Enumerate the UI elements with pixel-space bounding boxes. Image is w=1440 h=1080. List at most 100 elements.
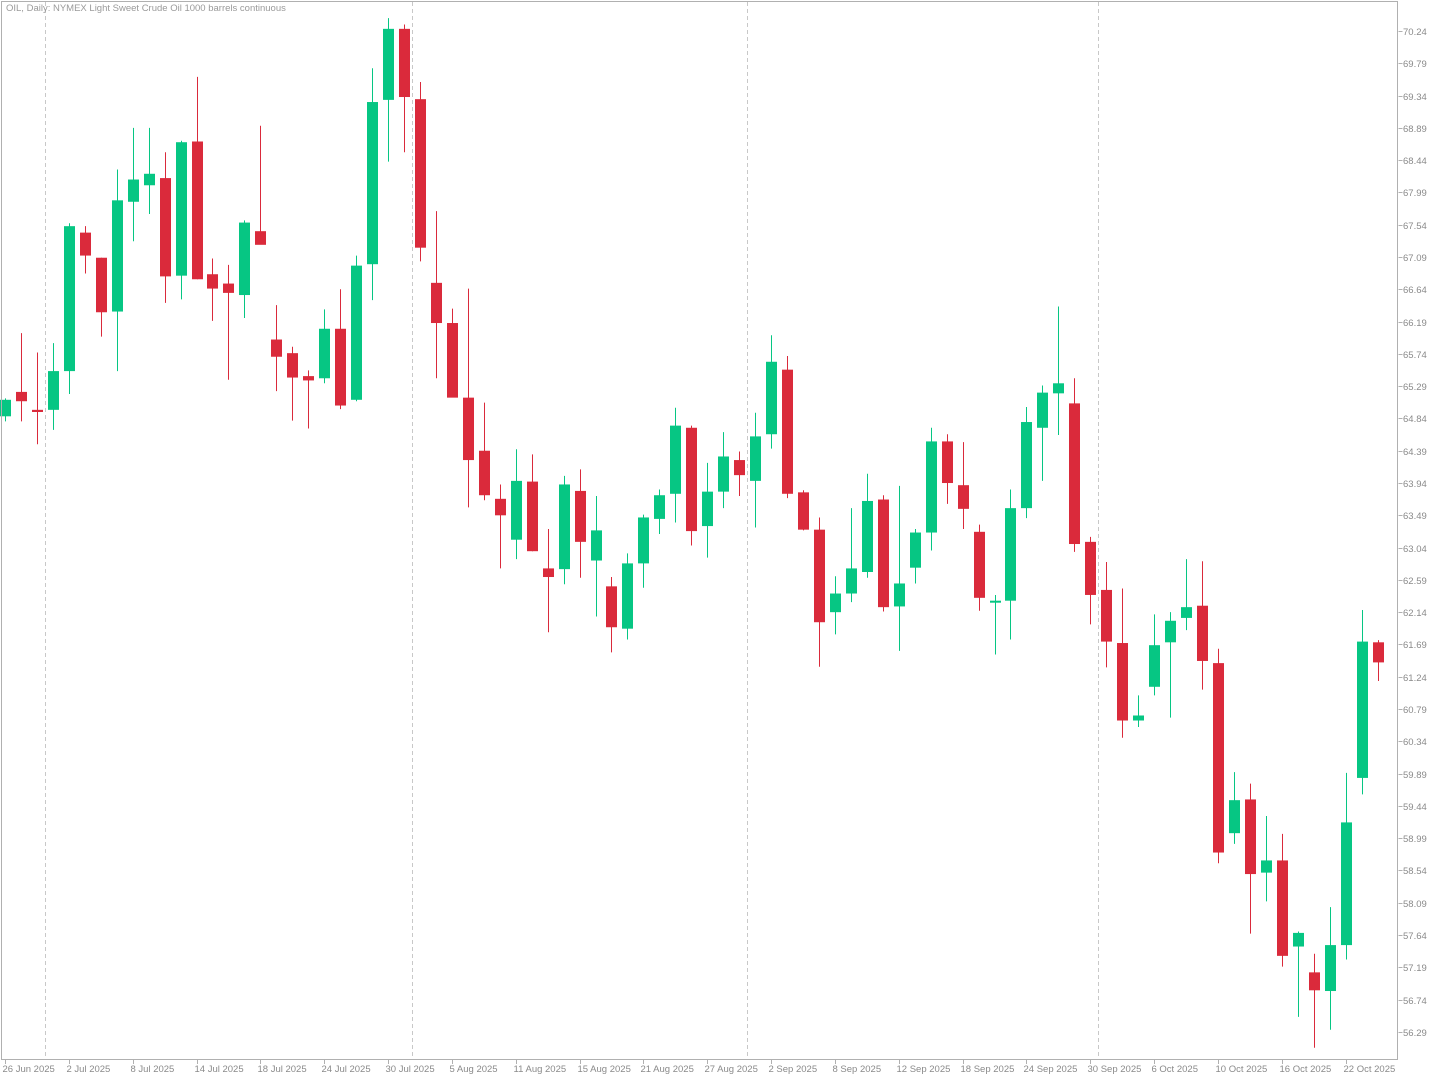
bullish-candle [1053, 306, 1064, 435]
bullish-candle [990, 594, 1001, 655]
y-tick-label: 62.59 [1403, 576, 1427, 587]
bearish-candle [1277, 833, 1288, 967]
bullish-candle [766, 335, 777, 449]
candle-body [1341, 822, 1352, 946]
candle-body [415, 99, 426, 248]
y-tick-label: 64.39 [1403, 447, 1427, 458]
bearish-candle [974, 524, 985, 611]
candle-body [702, 491, 713, 527]
bearish-candle [32, 352, 43, 445]
bullish-candle [702, 462, 713, 558]
x-tick-label: 8 Jul 2025 [131, 1064, 175, 1075]
bullish-candle [367, 68, 378, 301]
candle-body [1197, 605, 1208, 661]
y-tick-label: 60.79 [1403, 705, 1427, 716]
y-tick-label: 56.29 [1403, 1028, 1427, 1039]
x-tick-label: 12 Sep 2025 [897, 1064, 951, 1075]
candle-body [16, 391, 27, 402]
candle-body [559, 484, 570, 570]
bearish-candle [255, 125, 266, 245]
bearish-candle [160, 152, 171, 303]
x-tick-label: 11 Aug 2025 [514, 1064, 567, 1075]
bullish-candle [383, 18, 394, 162]
y-tick-label: 63.94 [1403, 479, 1427, 490]
candle-body [303, 376, 314, 381]
candle-body [176, 142, 187, 276]
y-tick-label: 59.89 [1403, 770, 1427, 781]
bearish-candle [543, 528, 554, 633]
candle-body [591, 530, 602, 561]
candle-body [910, 532, 921, 568]
candle-body [543, 568, 554, 578]
bullish-candle [176, 140, 187, 300]
x-tick-label: 30 Sep 2025 [1088, 1064, 1142, 1075]
candle-body [0, 399, 11, 417]
bearish-candle [80, 226, 91, 274]
x-tick-label: 10 Oct 2025 [1216, 1064, 1268, 1075]
candle-body [990, 600, 1001, 603]
y-tick-label: 69.34 [1403, 92, 1427, 103]
bullish-candle [351, 255, 362, 402]
chart-title: OIL, Daily: NYMEX Light Sweet Crude Oil … [6, 3, 286, 14]
bearish-candle [223, 264, 234, 380]
candle-body [1069, 403, 1080, 545]
candle-body [894, 583, 905, 607]
bearish-candle [686, 425, 697, 546]
bearish-candle [431, 211, 442, 379]
candle-body [1133, 715, 1144, 721]
candle-body [32, 409, 43, 412]
y-tick-label: 58.09 [1403, 899, 1427, 910]
candle-body [1021, 422, 1032, 509]
bullish-candle [926, 427, 937, 551]
bearish-candle [606, 577, 617, 653]
candle-body [1085, 541, 1096, 595]
bearish-candle [271, 305, 282, 392]
candle-body [271, 339, 282, 357]
y-tick-label: 63.04 [1403, 544, 1427, 555]
bullish-candle [64, 223, 75, 395]
x-tick-label: 14 Jul 2025 [195, 1064, 244, 1075]
y-tick-label: 67.54 [1403, 221, 1427, 232]
time-axis[interactable]: 26 Jun 2025 2 Jul 2025 8 Jul 2025 14 Jul 20… [3, 1060, 1396, 1075]
candle-body [383, 28, 394, 100]
candle-body [734, 460, 745, 476]
bullish-candle [511, 449, 522, 560]
y-tick-label: 66.19 [1403, 318, 1427, 329]
candle-body [64, 226, 75, 372]
candle-body [239, 222, 250, 296]
bullish-candle [830, 576, 841, 635]
bullish-candle [750, 412, 761, 528]
y-tick-label: 68.89 [1403, 124, 1427, 135]
price-axis[interactable]: 70.24 69.79 69.34 68.89 68.44 67.99 67.54 67.09… [1398, 27, 1427, 1039]
bearish-candle [814, 517, 825, 667]
y-tick-label: 58.54 [1403, 866, 1427, 877]
bullish-candle [1325, 907, 1336, 1030]
candle-body [654, 495, 665, 519]
candle-body [527, 481, 538, 552]
bearish-candle [16, 333, 27, 422]
candle-body [1373, 642, 1384, 663]
bullish-candle [591, 495, 602, 617]
candle-body [958, 485, 969, 509]
bullish-candle [1181, 559, 1192, 631]
bullish-candle [894, 485, 905, 651]
candle-body [287, 353, 298, 378]
bearish-candle [495, 484, 506, 569]
candle-body [431, 282, 442, 324]
y-tick-label: 64.84 [1403, 414, 1427, 425]
bearish-candle [1085, 536, 1096, 625]
candle-body [1261, 860, 1272, 873]
candle-body [1213, 663, 1224, 853]
bullish-candle [144, 127, 155, 214]
bullish-candle [1149, 614, 1160, 696]
bearish-candle [303, 370, 314, 429]
y-tick-label: 68.44 [1403, 156, 1427, 167]
bullish-candle [910, 528, 921, 584]
y-tick-label: 60.34 [1403, 737, 1427, 748]
x-tick-label: 24 Jul 2025 [322, 1064, 371, 1075]
candle-body [80, 232, 91, 256]
period-separators [45, 2, 1099, 1060]
candle-body [926, 441, 937, 533]
